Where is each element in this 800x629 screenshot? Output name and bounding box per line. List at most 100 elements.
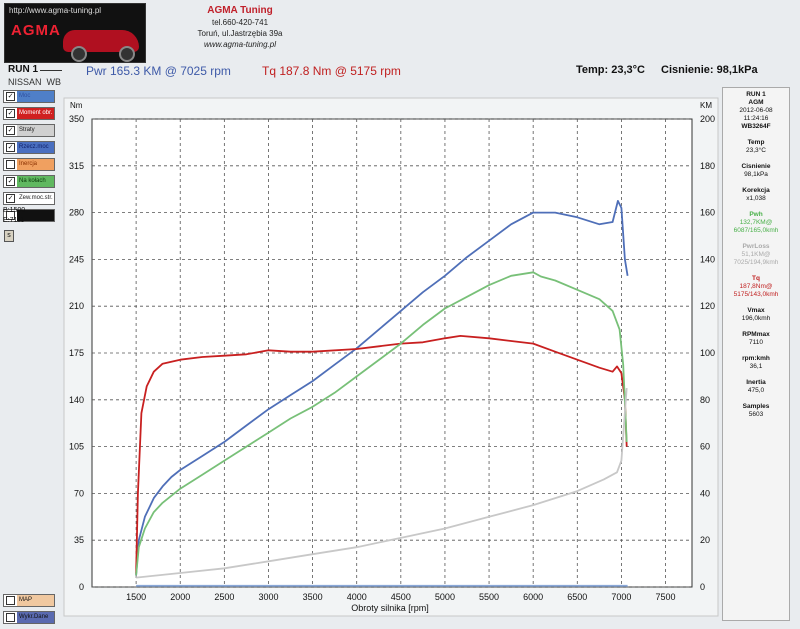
- series-legend: ✓ Moc ✓ Moment obr. ✓ Straty ✓ Rzecz.moc Inercja…: [3, 90, 55, 226]
- panel-pwh-value: 132,7KM@: [739, 219, 773, 226]
- bottom-legend: MAP Wykr.Dane: [3, 594, 55, 628]
- vehicle-code: WB: [46, 77, 62, 87]
- logo: http://www.agma-tuning.pl AGMA: [4, 3, 146, 63]
- panel-pwloss-label: PwrLoss: [742, 243, 770, 250]
- panel-rpmmax-label: RPMmax: [742, 331, 770, 338]
- y-left-tick-label: 315: [69, 161, 84, 171]
- panel-rpmkmh-value: 36,1: [749, 363, 763, 370]
- wheel-icon: [119, 46, 135, 62]
- y-right-tick-label: 160: [700, 208, 715, 218]
- panel-pwloss-sub: 7025/194,9kmh: [733, 259, 779, 266]
- legend-checkbox[interactable]: [6, 160, 15, 169]
- panel-time: 11:24:16: [743, 115, 769, 122]
- panel-inertia-value: 475,0: [747, 387, 765, 394]
- legend-checkbox[interactable]: ✓: [6, 109, 15, 118]
- pressure: Cisnienie: 98,1kPa: [661, 64, 758, 76]
- legend-checkbox[interactable]: ✓: [6, 126, 15, 135]
- company-url: www.agma-tuning.pl: [203, 40, 277, 49]
- panel-press-label: Cisnienie: [741, 163, 771, 170]
- panel-rpmkmh-label: rpm:kmh: [742, 355, 770, 362]
- panel-tq-label: Tq: [752, 275, 760, 282]
- legend-label: Inercja: [17, 159, 54, 170]
- panel-date: 2012-06-08: [739, 107, 773, 114]
- panel-korekcja-label: Korekcja: [742, 187, 770, 194]
- y-right-tick-label: 60: [700, 442, 710, 452]
- y-right-tick-label: 100: [700, 348, 715, 358]
- max-torque: Tq 187.8 Nm @ 5175 rpm: [262, 64, 401, 78]
- legend-checkbox[interactable]: ✓: [6, 92, 15, 101]
- y-right-tick-label: 120: [700, 301, 715, 311]
- y-right-tick-label: 80: [700, 395, 710, 405]
- max-power: Pwr 165.3 KM @ 7025 rpm: [86, 64, 231, 78]
- y-left-tick-label: 245: [69, 254, 84, 264]
- y-left-tick-label: 70: [74, 488, 84, 498]
- x-tick-label: 2500: [214, 592, 234, 602]
- legend-item[interactable]: [3, 209, 55, 222]
- panel-vin: WB3264F: [741, 123, 771, 130]
- panel-temp-value: 23,3°C: [746, 147, 766, 154]
- company-header: AGMA Tuning tel.660-420-741 Toruń, ul.Ja…: [150, 5, 330, 49]
- y-right-tick-label: 40: [700, 488, 710, 498]
- y-left-tick-label: 210: [69, 301, 84, 311]
- legend-item[interactable]: Inercja: [3, 158, 55, 171]
- legend-label: MAP: [17, 595, 54, 606]
- legend-checkbox[interactable]: ✓: [6, 143, 15, 152]
- x-tick-label: 7500: [656, 592, 676, 602]
- y-right-tick-label: 200: [700, 114, 715, 124]
- range-info: B:1500 E:7111: [3, 206, 25, 226]
- legend-item[interactable]: ✓ Na kołach: [3, 175, 55, 188]
- x-tick-label: 6000: [523, 592, 543, 602]
- legend-item[interactable]: ✓ Rzecz.moc: [3, 141, 55, 154]
- wheel-icon: [71, 46, 87, 62]
- y-left-tick-label: 140: [69, 395, 84, 405]
- x-tick-label: 5000: [435, 592, 455, 602]
- legend-checkbox[interactable]: ✓: [6, 194, 15, 203]
- y-right-axis-label: KM: [700, 101, 712, 110]
- panel-pwh-label: Pwh: [749, 211, 763, 218]
- series-line-straty: [136, 388, 628, 579]
- vehicle-make: NISSAN: [8, 77, 42, 87]
- legend-checkbox[interactable]: [6, 613, 15, 622]
- y-left-tick-label: 105: [69, 442, 84, 452]
- y-left-tick-label: 0: [79, 582, 84, 592]
- y-left-tick-label: 175: [69, 348, 84, 358]
- x-tick-label: 4000: [347, 592, 367, 602]
- legend-item[interactable]: ✓ Moc: [3, 90, 55, 103]
- legend-checkbox[interactable]: [6, 211, 15, 220]
- summary-panel: RUN 1 AGM 2012-06-08 11:24:16 WB3264F Te…: [722, 87, 790, 621]
- y-right-tick-label: 20: [700, 535, 710, 545]
- legend-checkbox[interactable]: ✓: [6, 177, 15, 186]
- y-right-tick-label: 180: [700, 161, 715, 171]
- panel-tq-sub: 5175/143,0kmh: [733, 291, 779, 298]
- bottom-legend-item[interactable]: Wykr.Dane: [3, 611, 55, 624]
- x-tick-label: 3000: [258, 592, 278, 602]
- panel-run: RUN 1: [746, 91, 766, 98]
- panel-vmax-label: Vmax: [747, 307, 765, 314]
- series-line-moment-obr-: [135, 335, 628, 574]
- legend-item[interactable]: ✓ Moment obr.: [3, 107, 55, 120]
- company-name: AGMA Tuning: [207, 5, 273, 16]
- panel-company: AGM: [748, 99, 764, 106]
- series-line-moc: [135, 200, 629, 576]
- company-address: Toruń, ul.Jastrzębia 39a: [197, 29, 283, 38]
- y-left-axis-label: Nm: [70, 101, 83, 110]
- legend-label: Wykr.Dane: [17, 612, 54, 623]
- x-tick-label: 3500: [303, 592, 323, 602]
- panel-inertia-label: Inertia: [746, 379, 766, 386]
- y-right-tick-label: 140: [700, 254, 715, 264]
- s-button[interactable]: s: [4, 230, 14, 242]
- company-phone: tel.660-420-741: [211, 18, 269, 27]
- legend-label: Moc: [17, 91, 54, 102]
- panel-samples-label: Samples: [742, 403, 770, 410]
- x-tick-label: 4500: [391, 592, 411, 602]
- legend-item[interactable]: ✓ Zew.moc.str.: [3, 192, 55, 205]
- legend-item[interactable]: ✓ Straty: [3, 124, 55, 137]
- temperature: Temp: 23,3°C: [576, 64, 645, 76]
- y-left-tick-label: 35: [74, 535, 84, 545]
- logo-text: AGMA: [11, 22, 61, 39]
- bottom-legend-item[interactable]: MAP: [3, 594, 55, 607]
- legend-checkbox[interactable]: [6, 596, 15, 605]
- panel-tq-value: 187,8Nm@: [739, 283, 773, 290]
- panel-press-value: 98,1kPa: [744, 171, 768, 178]
- logo-url: http://www.agma-tuning.pl: [9, 6, 102, 15]
